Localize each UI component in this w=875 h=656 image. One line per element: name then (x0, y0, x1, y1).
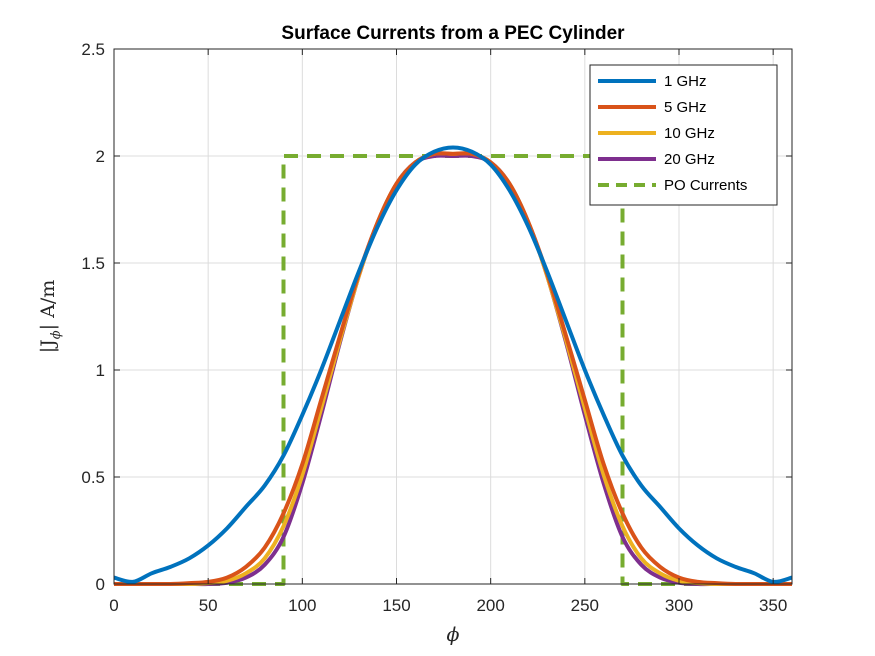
y-tick-label: 2.5 (81, 40, 105, 59)
y-tick-label: 0.5 (81, 468, 105, 487)
x-tick-label: 250 (571, 596, 599, 615)
legend-label: PO Currents (664, 177, 747, 194)
x-tick-label: 0 (109, 596, 118, 615)
x-tick-label: 100 (288, 596, 316, 615)
x-tick-label: 50 (199, 596, 218, 615)
y-tick-label: 1.5 (81, 254, 105, 273)
y-tick-label: 0 (96, 575, 105, 594)
y-axis-title-subscript: ϕ (49, 330, 64, 339)
ticks: 0 50 100 150 200 250 300 350 0 0.5 1 1.5 2 2.5 (81, 40, 792, 615)
x-tick-label: 150 (382, 596, 410, 615)
y-tick-label: 1 (96, 361, 105, 380)
x-tick-label: 300 (665, 596, 693, 615)
y-tick-label: 2 (96, 147, 105, 166)
legend-label: 10 GHz (664, 125, 715, 142)
y-axis-title: |Jϕ| A/m (37, 280, 64, 354)
x-tick-label: 200 (476, 596, 504, 615)
x-tick-label: 350 (759, 596, 787, 615)
legend: 1 GHz 5 GHz 10 GHz 20 GHz PO Currents (589, 64, 778, 206)
legend-label: 1 GHz (664, 73, 707, 90)
chart-title: Surface Currents from a PEC Cylinder (281, 23, 625, 44)
series-line-1-ghz (113, 145, 793, 584)
y-axis-title-tail: | A/m (37, 280, 59, 331)
series-line-5-ghz (114, 151, 792, 587)
grid (113, 48, 792, 585)
x-axis-title: ϕ (447, 624, 460, 646)
axes-box (113, 48, 793, 585)
y-axis-title-main: |J (37, 339, 59, 353)
legend-label: 20 GHz (664, 151, 715, 168)
legend-label: 5 GHz (664, 99, 707, 116)
